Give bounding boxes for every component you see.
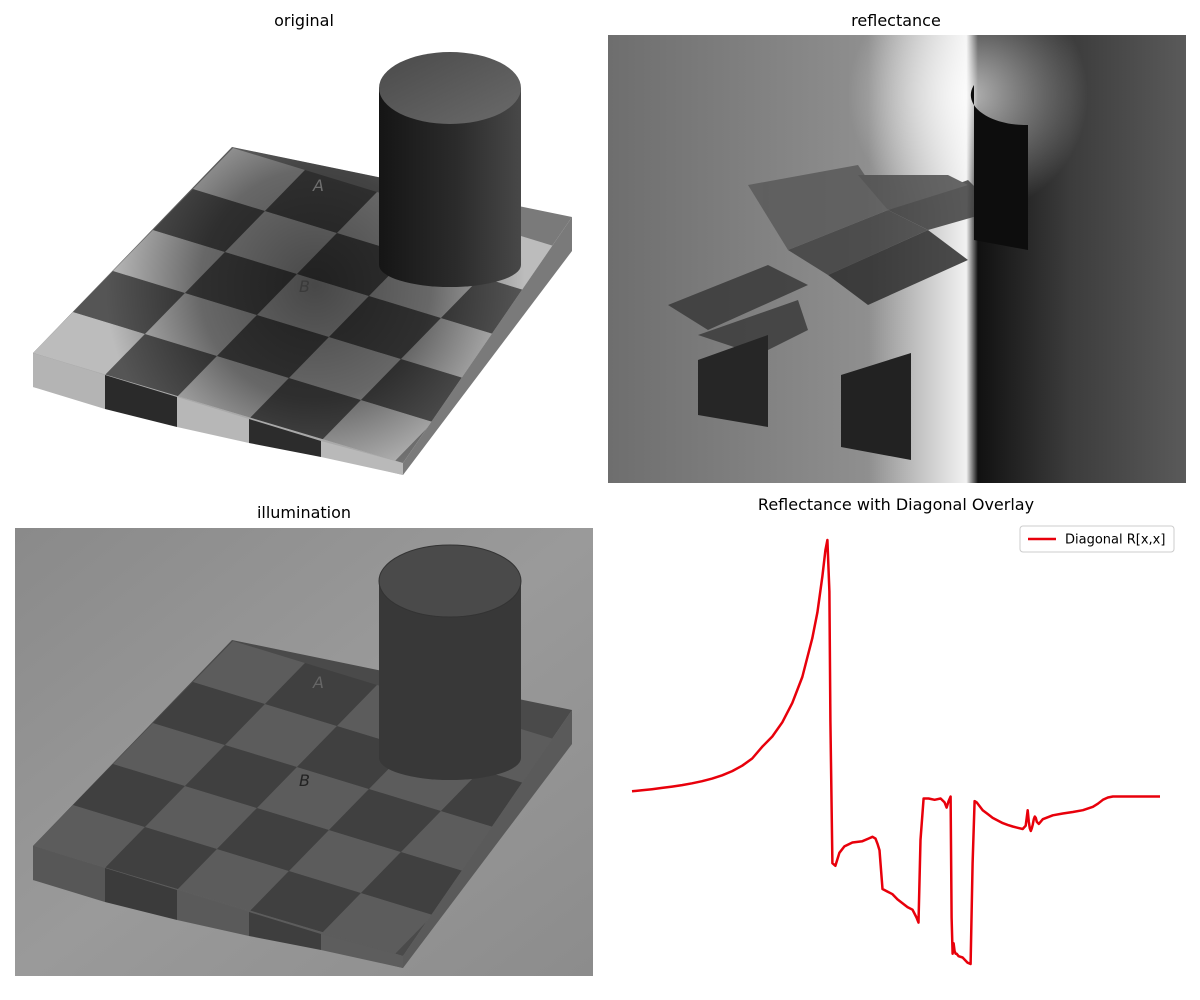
series-line-diagonal	[631, 538, 1160, 966]
legend: Diagonal R[x,x]	[1019, 525, 1175, 553]
reflectance-image	[608, 35, 1186, 483]
illumination-front-blocks	[33, 846, 403, 968]
illumination-square-b-label: B	[299, 771, 310, 790]
panel-title-reflectance: reflectance	[851, 11, 941, 30]
board-square	[265, 663, 377, 726]
illumination-square-a-label: A	[312, 673, 324, 692]
panel-title-illumination: illumination	[256, 503, 352, 522]
panel-title-original: original	[274, 11, 334, 30]
board-square	[225, 704, 337, 767]
board-square	[177, 849, 289, 912]
legend-label: Diagonal R[x,x]	[1065, 533, 1165, 548]
board-square	[193, 641, 305, 704]
board-front-blocks	[33, 353, 403, 475]
legend-box	[1019, 525, 1175, 553]
board-square	[249, 871, 361, 934]
board-square	[73, 764, 185, 827]
square-b-label: B	[299, 277, 310, 296]
board-square	[113, 723, 225, 786]
illumination-image: A B	[15, 528, 593, 976]
board-square	[153, 682, 265, 745]
board-square	[185, 745, 297, 808]
illumination-cylinder	[378, 544, 522, 780]
reflectance-squares	[668, 165, 998, 355]
reflectance-block-left	[698, 335, 768, 427]
reflectance-cylinder-edge	[970, 85, 1028, 250]
board-square	[217, 808, 329, 871]
panel-title-overlay: Reflectance with Diagonal Overlay	[757, 495, 1035, 514]
board-square	[289, 830, 401, 893]
board-square	[329, 789, 441, 852]
original-image: A B	[15, 35, 593, 483]
diagonal-overlay-chart: Diagonal R[x,x]	[631, 525, 1175, 966]
board-square	[33, 805, 145, 868]
board-square	[257, 767, 369, 830]
cylinder	[379, 52, 521, 287]
square-a-label: A	[312, 176, 324, 195]
reflectance-block-right	[841, 353, 911, 460]
board-square	[105, 827, 217, 890]
board-square	[145, 786, 257, 849]
